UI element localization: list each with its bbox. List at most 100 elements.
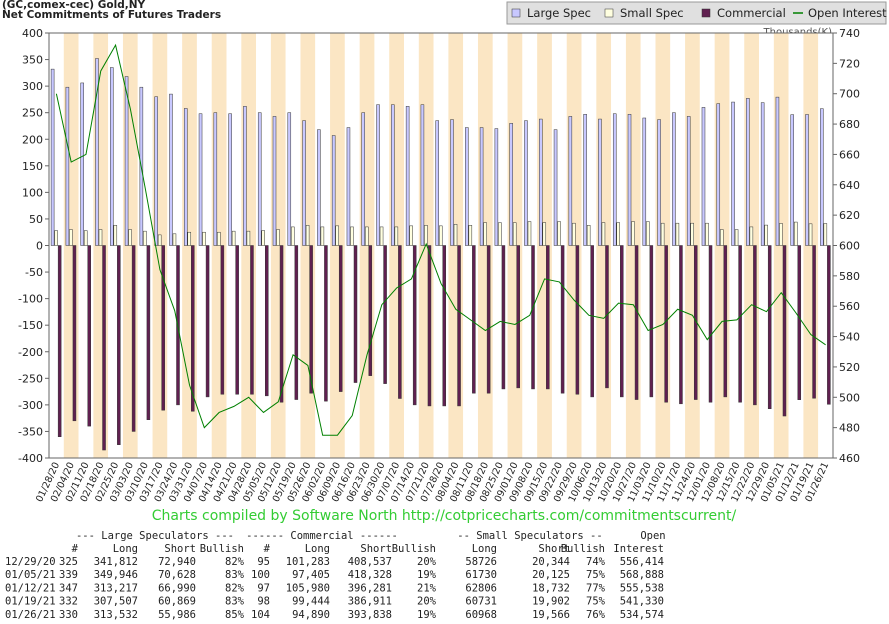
table-cell: 12/29/20 xyxy=(5,556,56,568)
bar xyxy=(424,225,428,246)
bar xyxy=(590,245,594,398)
table-cell: 19,902 xyxy=(532,596,570,608)
bar xyxy=(760,102,765,246)
bar xyxy=(539,118,543,246)
table-cell: 77% xyxy=(586,582,606,594)
bar xyxy=(782,245,787,417)
bar xyxy=(110,67,114,246)
table-cell: 105,980 xyxy=(286,582,330,594)
legend-swatch xyxy=(701,8,711,18)
table-cell: 325 xyxy=(59,556,78,568)
bar xyxy=(350,226,354,246)
y-tick-label: -100 xyxy=(18,293,43,306)
table-cell: 386,911 xyxy=(348,596,392,608)
table-group-header: -- Small Speculators -- xyxy=(457,530,602,542)
y2-tick-label: 740 xyxy=(839,27,860,40)
bar xyxy=(524,120,528,246)
bar xyxy=(302,120,306,246)
bar xyxy=(716,103,721,246)
table-cell: 72,940 xyxy=(158,556,196,568)
table-cell: 82% xyxy=(225,556,245,568)
bar xyxy=(261,230,265,246)
bar xyxy=(427,245,432,407)
bar xyxy=(398,245,402,399)
bar xyxy=(95,58,99,246)
bar xyxy=(113,225,118,246)
bar xyxy=(601,222,606,246)
legend-label: Small Spec xyxy=(620,6,684,20)
table-column-header: Short xyxy=(538,543,570,555)
bar xyxy=(57,245,62,437)
table-cell: 20% xyxy=(417,556,437,568)
bar xyxy=(827,245,831,405)
bar xyxy=(69,229,73,246)
bar xyxy=(409,225,413,246)
bar xyxy=(272,116,277,246)
bar xyxy=(790,114,794,246)
y-tick-label: -150 xyxy=(18,319,43,332)
footer: Charts compiled by Software North http:/… xyxy=(152,508,737,524)
bar xyxy=(72,245,77,422)
bar xyxy=(412,245,417,406)
y-tick-label: 150 xyxy=(22,160,43,173)
bar xyxy=(749,226,754,246)
bar xyxy=(701,107,706,246)
bar xyxy=(80,82,84,246)
bar xyxy=(128,229,132,246)
table-cell: 01/26/21 xyxy=(5,609,56,620)
bar xyxy=(391,104,395,246)
y-tick-label: -300 xyxy=(18,399,43,412)
y2-tick-label: 540 xyxy=(839,331,860,344)
table-cell: 99,444 xyxy=(292,596,330,608)
bar xyxy=(183,108,188,246)
bar xyxy=(331,135,336,246)
bar xyxy=(775,96,780,246)
bar xyxy=(509,123,513,246)
bar xyxy=(438,225,443,246)
bar xyxy=(450,119,454,246)
table-cell: 60731 xyxy=(465,596,497,608)
y2-tick-label: 700 xyxy=(839,88,860,101)
bar xyxy=(620,245,624,398)
bar xyxy=(583,114,587,246)
bar xyxy=(305,225,310,246)
y2-tick-label: 520 xyxy=(839,361,860,374)
table-group-header: ------ Commercial ------ xyxy=(246,530,398,542)
bar xyxy=(738,245,742,403)
y2-tick-label: 720 xyxy=(839,57,860,70)
bar xyxy=(50,68,55,246)
bar xyxy=(734,229,739,246)
bar xyxy=(453,224,458,246)
bar xyxy=(805,114,809,246)
y-tick-label: 350 xyxy=(22,54,43,67)
bar xyxy=(690,222,694,246)
table-cell: 19% xyxy=(417,609,437,620)
table-cell: 101,283 xyxy=(286,556,330,568)
table-cell: 20,344 xyxy=(532,556,570,568)
y2-tick-label: 620 xyxy=(839,209,860,222)
bar xyxy=(394,226,399,246)
table-cell: 98 xyxy=(257,596,270,608)
bar xyxy=(368,245,373,376)
bar xyxy=(320,226,325,246)
bar xyxy=(205,245,210,398)
bar xyxy=(720,229,724,246)
bar xyxy=(324,245,328,402)
bar xyxy=(172,233,177,246)
bar xyxy=(191,245,195,412)
table-cell: 104 xyxy=(251,609,270,620)
bar xyxy=(231,230,236,246)
table-column-header: Interest xyxy=(613,543,664,555)
table-cell: 82% xyxy=(225,582,245,594)
bar xyxy=(820,108,824,246)
bar xyxy=(65,86,70,246)
y-tick-label: 200 xyxy=(22,133,43,146)
table-cell: 339 xyxy=(59,569,78,581)
table-column-header: Bullish xyxy=(200,543,244,555)
table-cell: 75% xyxy=(586,596,606,608)
table-cell: 396,281 xyxy=(348,582,392,594)
y-tick-label: -200 xyxy=(18,346,43,359)
bar xyxy=(124,76,129,246)
table-cell: 97,405 xyxy=(292,569,330,581)
bar xyxy=(157,234,162,246)
